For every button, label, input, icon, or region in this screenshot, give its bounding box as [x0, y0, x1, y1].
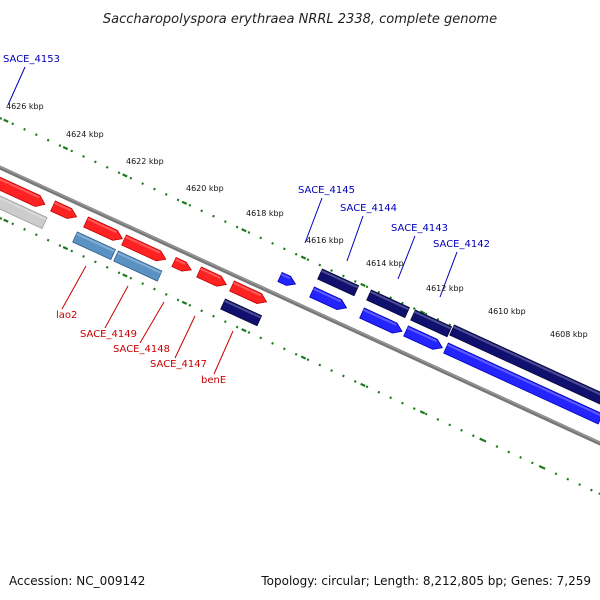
gene-arrow-shine	[313, 287, 342, 303]
gene-arrow-body	[83, 216, 123, 241]
gene-arrow	[83, 216, 123, 241]
gene-arrow-shine	[54, 201, 72, 212]
gene-arrow-body	[50, 200, 78, 219]
gene-label-leader	[7, 66, 26, 106]
gene-label: SACE_4142	[433, 239, 490, 250]
gene-arrow-body	[449, 324, 600, 405]
gene-arrow-shine	[125, 235, 161, 254]
gene-label-leader	[213, 330, 234, 375]
gene-arrow	[443, 342, 600, 425]
gene-arrow	[113, 250, 163, 282]
gene-label-leader	[174, 315, 196, 359]
gene-arrow-shine	[87, 217, 117, 234]
gene-arrow-body	[410, 309, 453, 338]
gene-label: SACE_4145	[298, 185, 355, 196]
gene-label-leader	[304, 197, 323, 244]
backbone-line	[0, 165, 600, 446]
gene-arrow	[277, 271, 297, 286]
gene-arrow	[196, 266, 227, 287]
label-leader-lines	[7, 66, 458, 375]
accession-text: Accession: NC_009142	[9, 574, 146, 588]
gene-arrow-body	[403, 325, 443, 350]
gene-arrow-body	[443, 342, 600, 425]
backbone-highlight	[0, 165, 600, 444]
gene-arrow-body	[113, 250, 163, 282]
gene-arrow-body	[220, 298, 263, 327]
gene-arrow	[229, 280, 268, 304]
gene-label: lao2	[56, 310, 77, 321]
gene-arrow-shine	[0, 178, 40, 199]
gene-arrow-body	[0, 195, 48, 230]
gene-arrow	[0, 195, 48, 230]
gene-label-leader	[61, 265, 87, 310]
gene-arrow-shine	[117, 251, 162, 274]
kbp-label: 4622 kbp	[126, 157, 164, 166]
gene-arrow-shine	[174, 258, 186, 265]
gene-label: SACE_4149	[80, 329, 137, 340]
gene-arrow-shine	[200, 267, 221, 279]
gene-arrow-body	[359, 307, 403, 334]
gene-arrow	[121, 234, 167, 262]
gene-arrow-shine	[76, 232, 116, 253]
gene-arrow-shine	[407, 326, 437, 343]
gene-arrow	[359, 307, 403, 334]
gene-arrow-shine	[321, 269, 359, 289]
gene-arrow	[410, 309, 453, 338]
gene-arrow	[366, 289, 410, 319]
gene-arrow-shine	[224, 299, 262, 319]
gene-arrow-shine	[363, 308, 397, 326]
gene-arrow-shine	[0, 197, 47, 221]
gene-arrow-shine	[233, 281, 262, 297]
gene-label: SACE_4148	[113, 344, 170, 355]
gene-arrow-body	[277, 271, 297, 286]
gene-label: benE	[201, 375, 226, 386]
gene-arrow	[72, 231, 116, 261]
genome-summary-text: Topology: circular; Length: 8,212,805 bp…	[261, 574, 591, 588]
gene-arrow-shine	[370, 290, 410, 311]
gene-arrow-body	[121, 234, 167, 262]
gene-tracks	[0, 117, 600, 495]
gene-label: SACE_4143	[391, 223, 448, 234]
gene-arrow-shine	[414, 310, 452, 330]
gene-arrow-body	[171, 256, 192, 272]
kbp-label: 4616 kbp	[306, 236, 344, 245]
gene-label-leader	[346, 215, 364, 262]
gene-label-leader	[104, 285, 129, 329]
gene-arrow	[449, 324, 600, 405]
gene-arrow-body	[72, 231, 116, 261]
kbp-label: 4610 kbp	[488, 307, 526, 316]
gene-arrow-shine	[447, 343, 600, 417]
gene-arrow-body	[309, 286, 348, 310]
gene-arrow-shine	[280, 273, 291, 280]
gene-label-leader	[397, 235, 416, 280]
gene-arrow-body	[196, 266, 227, 287]
kbp-label: 4608 kbp	[550, 330, 588, 339]
map-title: Saccharopolyspora erythraea NRRL 2338, c…	[103, 12, 497, 27]
gene-arrow-body	[366, 289, 410, 319]
gene-arrow	[50, 200, 78, 219]
gene-label-leader	[439, 251, 458, 298]
gene-arrow	[171, 256, 192, 272]
kbp-label: 4620 kbp	[186, 184, 224, 193]
gene-label: SACE_4147	[150, 359, 207, 370]
gene-arrow-shine	[453, 325, 600, 396]
gene-arrow-body	[0, 176, 46, 207]
gene-labels: 4626 kbp 4624 kbp 4622 kbp 4620 kbp 4618 kbp…	[3, 54, 588, 386]
gene-arrow	[309, 286, 348, 310]
gene-label: SACE_4153	[3, 54, 60, 65]
gene-arrow	[0, 176, 46, 207]
kbp-label: 4624 kbp	[66, 130, 104, 139]
gene-arrow	[220, 298, 263, 327]
gene-arrow	[403, 325, 443, 350]
gene-arrow-body	[229, 280, 268, 304]
gene-arrow	[317, 268, 360, 297]
kbp-label: 4614 kbp	[366, 259, 404, 268]
kbp-label: 4626 kbp	[6, 102, 44, 111]
kbp-label: 4612 kbp	[426, 284, 464, 293]
gene-label: SACE_4144	[340, 203, 397, 214]
gene-label-leader	[139, 301, 165, 344]
gene-arrow-body	[317, 268, 360, 297]
kbp-label: 4618 kbp	[246, 209, 284, 218]
